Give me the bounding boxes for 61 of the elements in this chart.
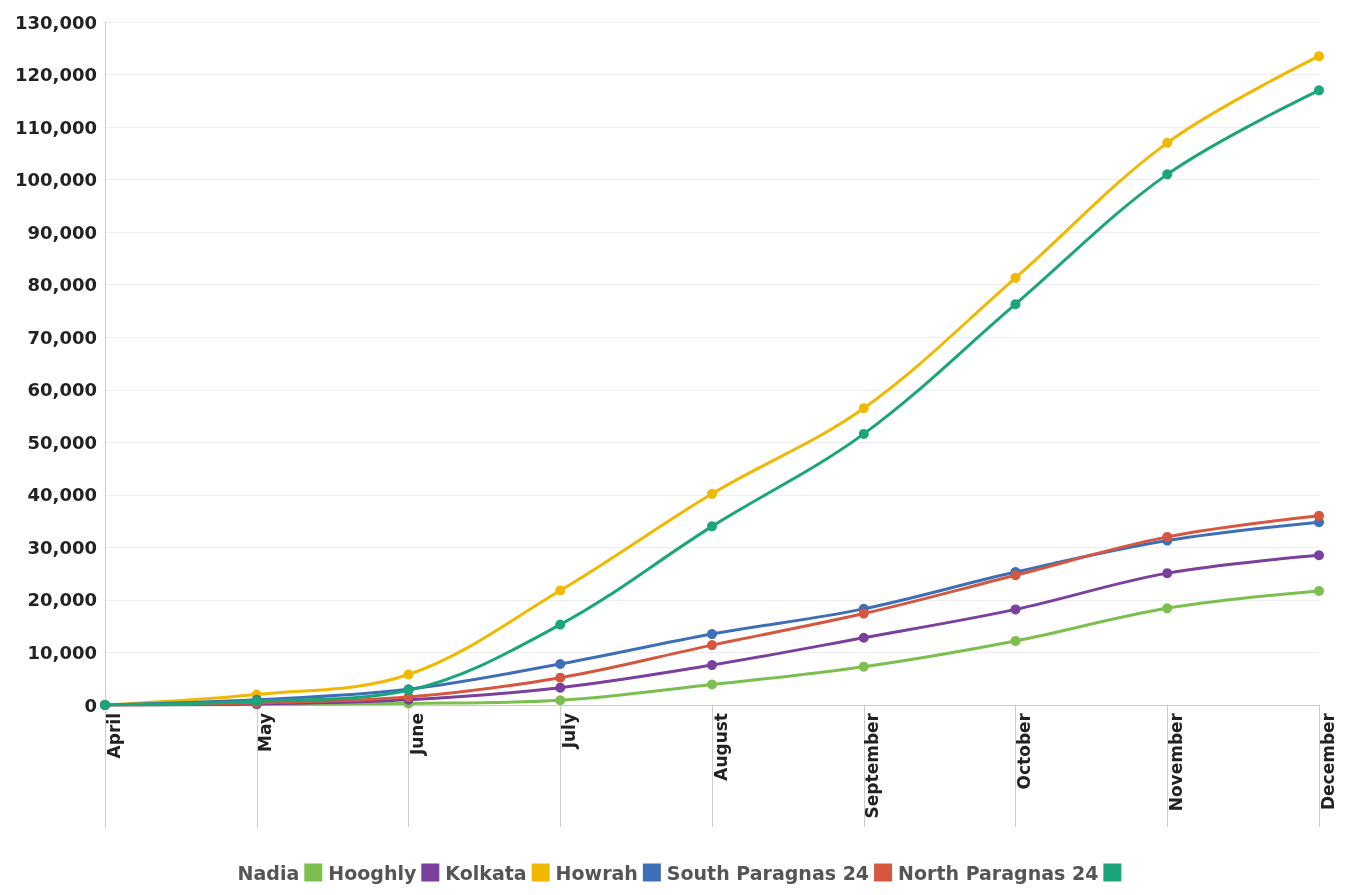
legend-label: North Paragnas 24 — [898, 861, 1099, 884]
legend-label: Nadia — [237, 861, 300, 884]
point — [555, 682, 566, 693]
point — [858, 428, 869, 439]
x-tick-label: June — [407, 713, 427, 757]
point — [858, 403, 869, 414]
y-tick-label: 30,000 — [27, 536, 97, 558]
x-tick-label: November — [1165, 712, 1186, 812]
point — [1314, 585, 1324, 596]
y-tick-label: 110,000 — [15, 116, 97, 138]
legend-label: Kolkata — [445, 861, 527, 884]
x-tick-label: July — [558, 713, 579, 750]
point — [707, 679, 717, 690]
point — [707, 660, 717, 671]
y-tick-label: 90,000 — [27, 221, 97, 243]
point — [1010, 299, 1021, 310]
y-tick-label: 20,000 — [27, 589, 97, 611]
point — [555, 672, 566, 683]
x-tick-label: April — [103, 713, 124, 759]
x-tick-label: December — [1317, 712, 1338, 811]
y-tick-label: 40,000 — [27, 484, 97, 506]
x-tick-label: September — [862, 712, 883, 819]
point — [1162, 531, 1173, 542]
point — [1314, 510, 1324, 521]
x-tick-label: August — [710, 713, 731, 781]
y-tick-label: 100,000 — [15, 169, 97, 191]
legend-label: Howrah — [555, 861, 638, 884]
point — [555, 659, 566, 670]
point — [1162, 137, 1173, 148]
point — [707, 629, 717, 640]
point — [555, 585, 566, 596]
point — [858, 661, 869, 672]
x-tick-label: October — [1014, 712, 1034, 790]
point — [707, 521, 717, 532]
y-tick-label: 130,000 — [15, 11, 97, 33]
y-tick-label: 60,000 — [27, 379, 97, 401]
point — [707, 488, 717, 499]
point — [1162, 169, 1173, 180]
point — [1010, 604, 1021, 615]
x-tick-label: May — [255, 713, 276, 752]
point — [555, 619, 566, 630]
point — [858, 608, 869, 619]
point — [1162, 603, 1173, 614]
point — [555, 695, 566, 706]
y-tick-label: 50,000 — [27, 431, 97, 453]
point — [1010, 272, 1021, 283]
legend-label: South Paragnas 24 — [666, 861, 870, 884]
y-tick-label: 70,000 — [27, 326, 97, 348]
point — [1314, 51, 1324, 62]
point — [1314, 85, 1324, 96]
y-tick-label: 10,000 — [27, 641, 97, 663]
point — [403, 669, 414, 680]
y-tick-label: 120,000 — [15, 64, 97, 86]
y-tick-label: 80,000 — [27, 274, 97, 296]
point — [1010, 635, 1021, 646]
point — [707, 640, 717, 651]
point — [1162, 568, 1173, 579]
legend-label: Hooghly — [328, 861, 417, 884]
y-tick-label: 0 — [84, 694, 97, 716]
point — [1314, 550, 1324, 561]
point — [858, 632, 869, 643]
